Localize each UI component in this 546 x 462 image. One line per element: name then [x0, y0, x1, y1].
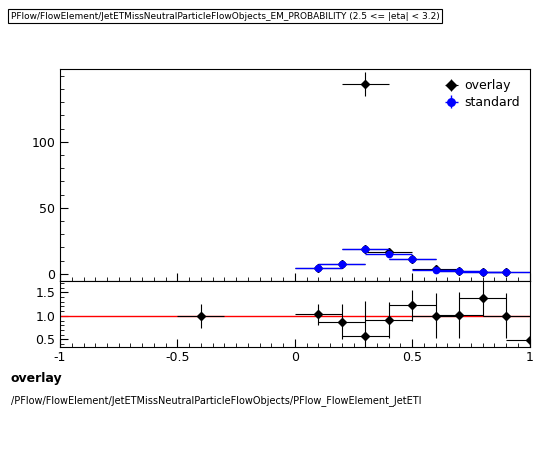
- Text: /PFlow/FlowElement/JetETMissNeutralParticleFlowObjects/PFlow_FlowElement_JetETI: /PFlow/FlowElement/JetETMissNeutralParti…: [11, 395, 422, 406]
- Text: PFlow/FlowElement/JetETMissNeutralParticleFlowObjects_EM_PROBABILITY (2.5 <= |et: PFlow/FlowElement/JetETMissNeutralPartic…: [11, 12, 440, 20]
- Legend: overlay, standard: overlay, standard: [442, 76, 524, 113]
- Text: overlay: overlay: [11, 372, 63, 385]
